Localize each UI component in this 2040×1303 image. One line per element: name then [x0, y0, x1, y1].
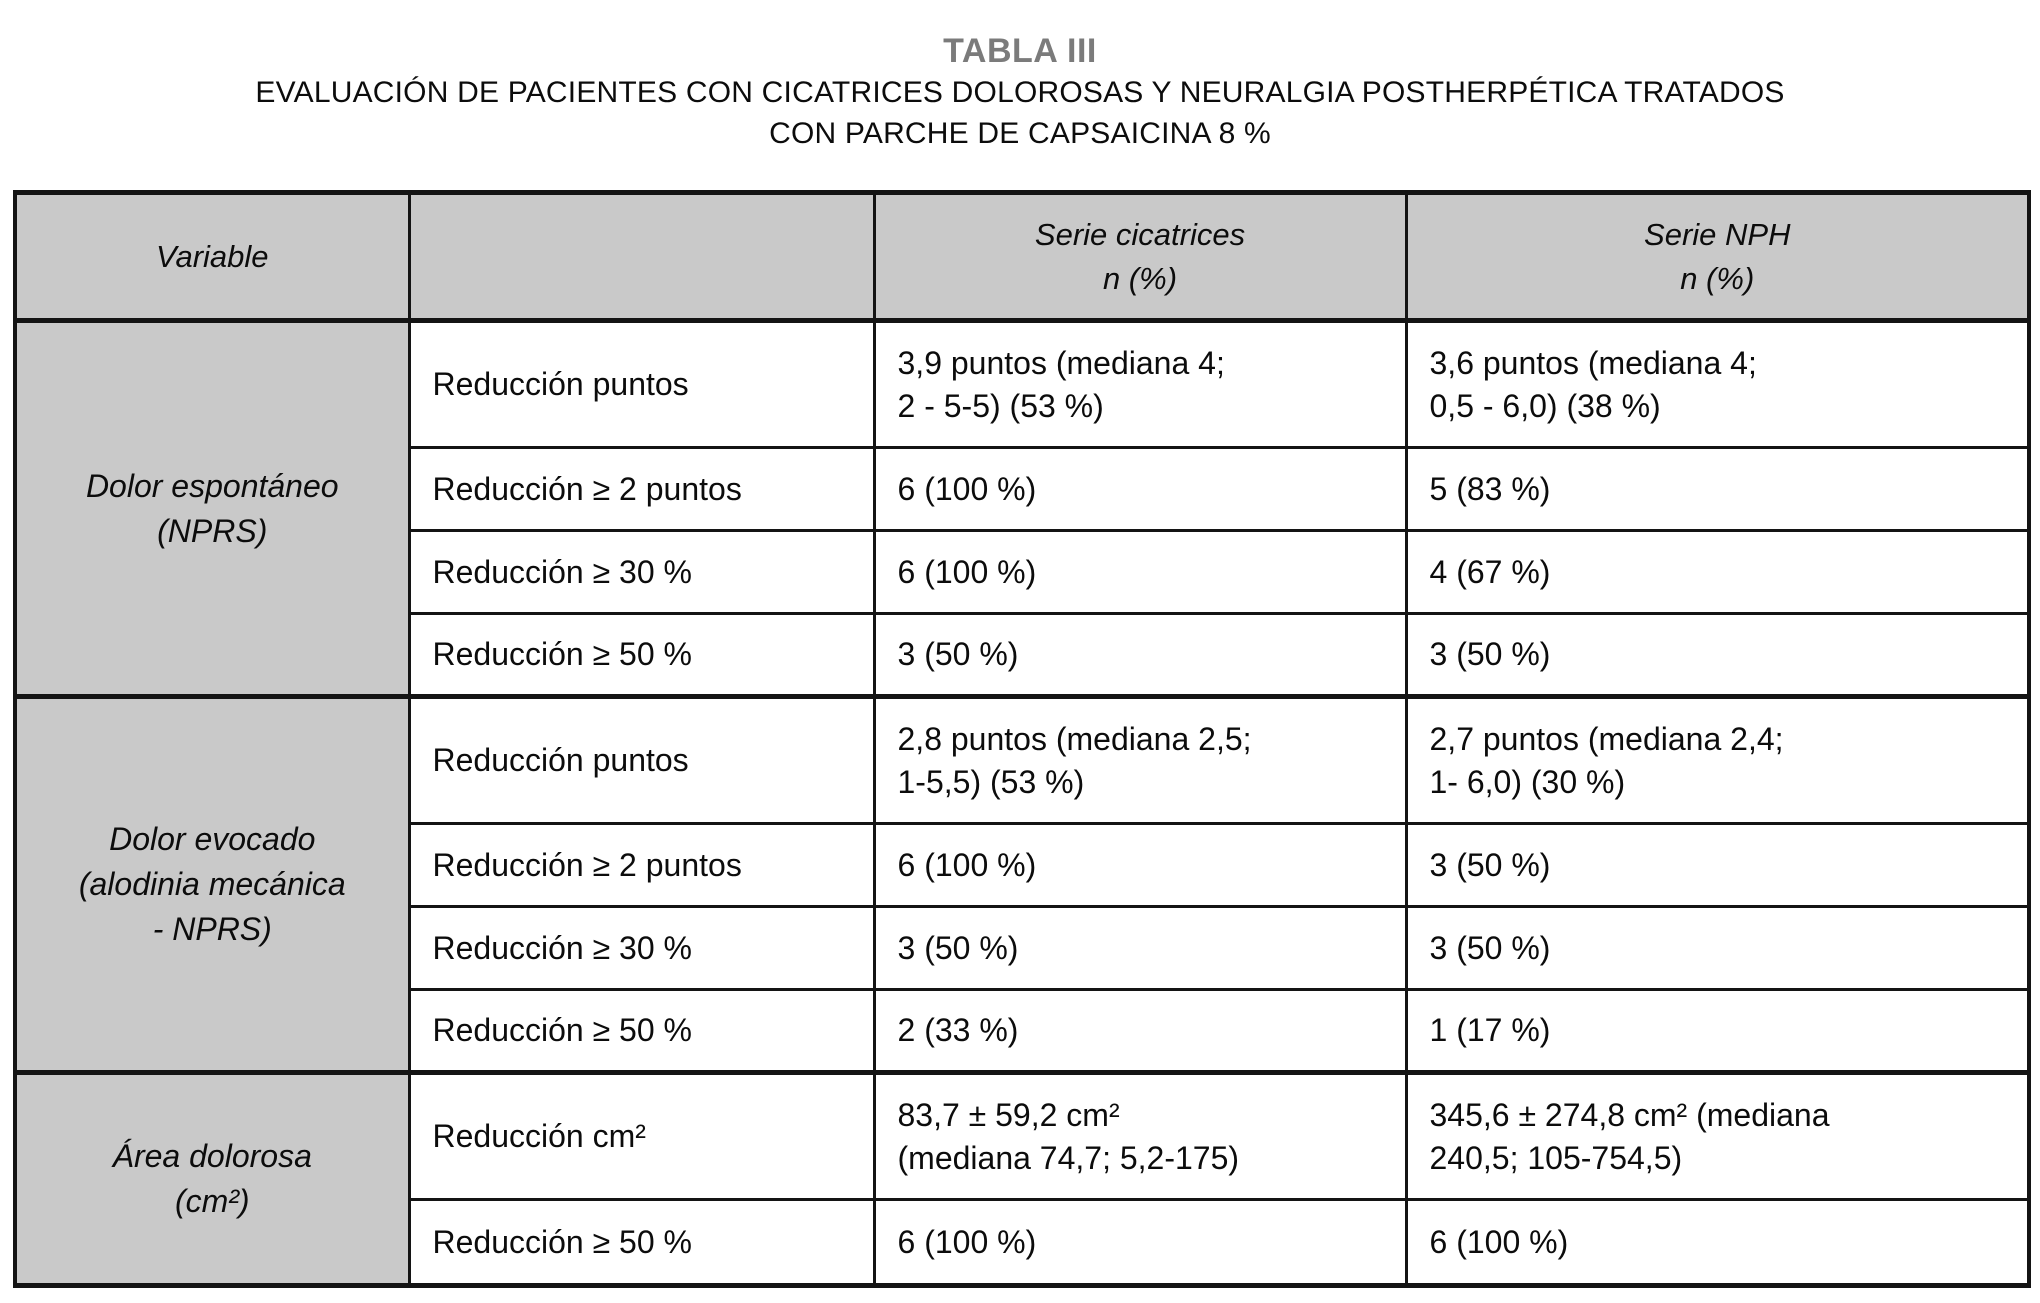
table-row: Reducción ≥ 30 % 3 (50 %) 3 (50 %): [15, 905, 2031, 991]
value-cell-cicatrices: 3 (50 %): [872, 612, 1408, 698]
header-serie-nph: Serie NPH n (%): [1404, 191, 2031, 322]
value-cell-cicatrices: 2 (33 %): [872, 988, 1408, 1074]
header-measure: [407, 191, 876, 322]
value-cell-nph: 4 (67 %): [1404, 529, 2031, 615]
value-cell-nph: 3 (50 %): [1404, 822, 2031, 908]
value-cell-cicatrices: 6 (100 %): [872, 822, 1408, 908]
measure-cell: Reducción puntos: [407, 694, 876, 825]
table-row: Reducción ≥ 30 % 6 (100 %) 4 (67 %): [15, 529, 2031, 615]
measure-cell: Reducción puntos: [407, 318, 876, 449]
measure-cell: Reducción ≥ 2 puntos: [407, 822, 876, 908]
value-cell-nph: 3 (50 %): [1404, 905, 2031, 991]
value-cell-cicatrices: 3 (50 %): [872, 905, 1408, 991]
table-row: Dolor evocado (alodinia mecánica - NPRS)…: [13, 694, 2031, 1074]
measure-cell: Reducción ≥ 50 %: [407, 988, 876, 1074]
value-cell-cicatrices: 6 (100 %): [872, 446, 1408, 532]
table-row: Reducción ≥ 50 % 2 (33 %) 1 (17 %): [15, 988, 2031, 1074]
value-cell-cicatrices: 3,9 puntos (mediana 4; 2 - 5-5) (53 %): [872, 318, 1408, 449]
table-row: Área dolorosa (cm²) Reducción cm² 83,7 ±…: [13, 1070, 2031, 1287]
value-cell-nph: 5 (83 %): [1404, 446, 2031, 532]
variable-cell-dolor-espontaneo: Dolor espontáneo (NPRS): [13, 318, 411, 698]
value-cell-cicatrices: 83,7 ± 59,2 cm² (mediana 74,7; 5,2-175): [872, 1070, 1408, 1201]
value-cell-cicatrices: 2,8 puntos (mediana 2,5; 1-5,5) (53 %): [872, 694, 1408, 825]
value-cell-nph: 3 (50 %): [1404, 612, 2031, 698]
value-cell-cicatrices: 6 (100 %): [872, 529, 1408, 615]
measure-cell: Reducción ≥ 30 %: [407, 905, 876, 991]
measure-cell: Reducción ≥ 50 %: [407, 612, 876, 698]
table-row: Dolor espontáneo (NPRS) Reducción puntos…: [13, 318, 2031, 698]
measure-cell: Reducción ≥ 30 %: [407, 529, 876, 615]
table-row: Reducción ≥ 50 % 6 (100 %) 6 (100 %): [15, 1198, 2031, 1287]
value-cell-cicatrices: 6 (100 %): [872, 1198, 1408, 1287]
variable-cell-area-dolorosa: Área dolorosa (cm²): [13, 1070, 411, 1287]
value-cell-nph: 3,6 puntos (mediana 4; 0,5 - 6,0) (38 %): [1404, 318, 2031, 449]
table-row: Reducción ≥ 50 % 3 (50 %) 3 (50 %): [15, 612, 2031, 698]
value-cell-nph: 2,7 puntos (mediana 2,4; 1- 6,0) (30 %): [1404, 694, 2031, 825]
measure-cell: Reducción ≥ 2 puntos: [407, 446, 876, 532]
value-cell-nph: 1 (17 %): [1404, 988, 2031, 1074]
value-cell-nph: 6 (100 %): [1404, 1198, 2031, 1287]
table-number: TABLA III: [943, 32, 1097, 70]
measure-cell: Reducción cm²: [407, 1070, 876, 1201]
header-serie-cicatrices: Serie cicatrices n (%): [872, 191, 1408, 322]
value-cell-nph: 345,6 ± 274,8 cm² (mediana 240,5; 105-75…: [1404, 1070, 2031, 1201]
variable-cell-dolor-evocado: Dolor evocado (alodinia mecánica - NPRS): [13, 694, 411, 1074]
measure-cell: Reducción ≥ 50 %: [407, 1198, 876, 1287]
results-table: Variable Serie cicatrices n (%) Serie NP…: [13, 190, 2031, 1288]
header-variable: Variable: [13, 191, 411, 322]
table-row: Reducción ≥ 2 puntos 6 (100 %) 5 (83 %): [15, 446, 2031, 532]
header-row: Variable Serie cicatrices n (%) Serie NP…: [13, 191, 2031, 322]
table-row: Reducción ≥ 2 puntos 6 (100 %) 3 (50 %): [15, 822, 2031, 908]
table-caption: EVALUACIÓN DE PACIENTES CON CICATRICES D…: [255, 76, 1785, 150]
